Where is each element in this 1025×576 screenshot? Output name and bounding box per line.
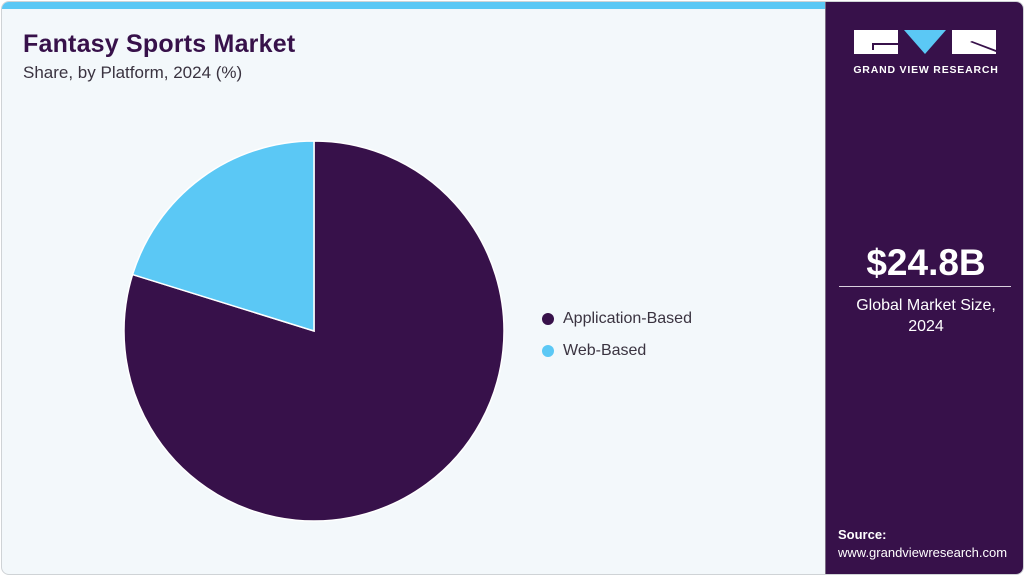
pie-chart [123, 140, 505, 522]
chart-title: Fantasy Sports Market [23, 30, 296, 58]
chart-subtitle: Share, by Platform, 2024 (%) [23, 63, 243, 82]
chart-legend: Application-Based Web-Based [542, 303, 692, 367]
source-label: Source: [838, 527, 887, 542]
market-size-value: $24.8B [866, 242, 986, 283]
legend-dot-icon [542, 345, 554, 357]
logo-text: GRAND VIEW RESEARCH [853, 64, 999, 76]
market-size-label: Global Market Size, 2024 [856, 297, 996, 335]
gvr-logo-icon [854, 30, 996, 54]
divider [839, 286, 1011, 287]
source-link[interactable]: www.grandviewresearch.com [838, 545, 1008, 560]
legend-label: Application-Based [563, 310, 692, 327]
pie-slice-web-based [131, 140, 315, 333]
legend-item-application-based: Application-Based [542, 303, 692, 335]
legend-label: Web-Based [563, 342, 647, 359]
legend-dot-icon [542, 313, 554, 325]
legend-item-web-based: Web-Based [542, 335, 692, 367]
accent-bar [2, 2, 825, 9]
sidebar-panel: GRAND VIEW RESEARCH $24.8B Global Market… [825, 2, 1023, 574]
